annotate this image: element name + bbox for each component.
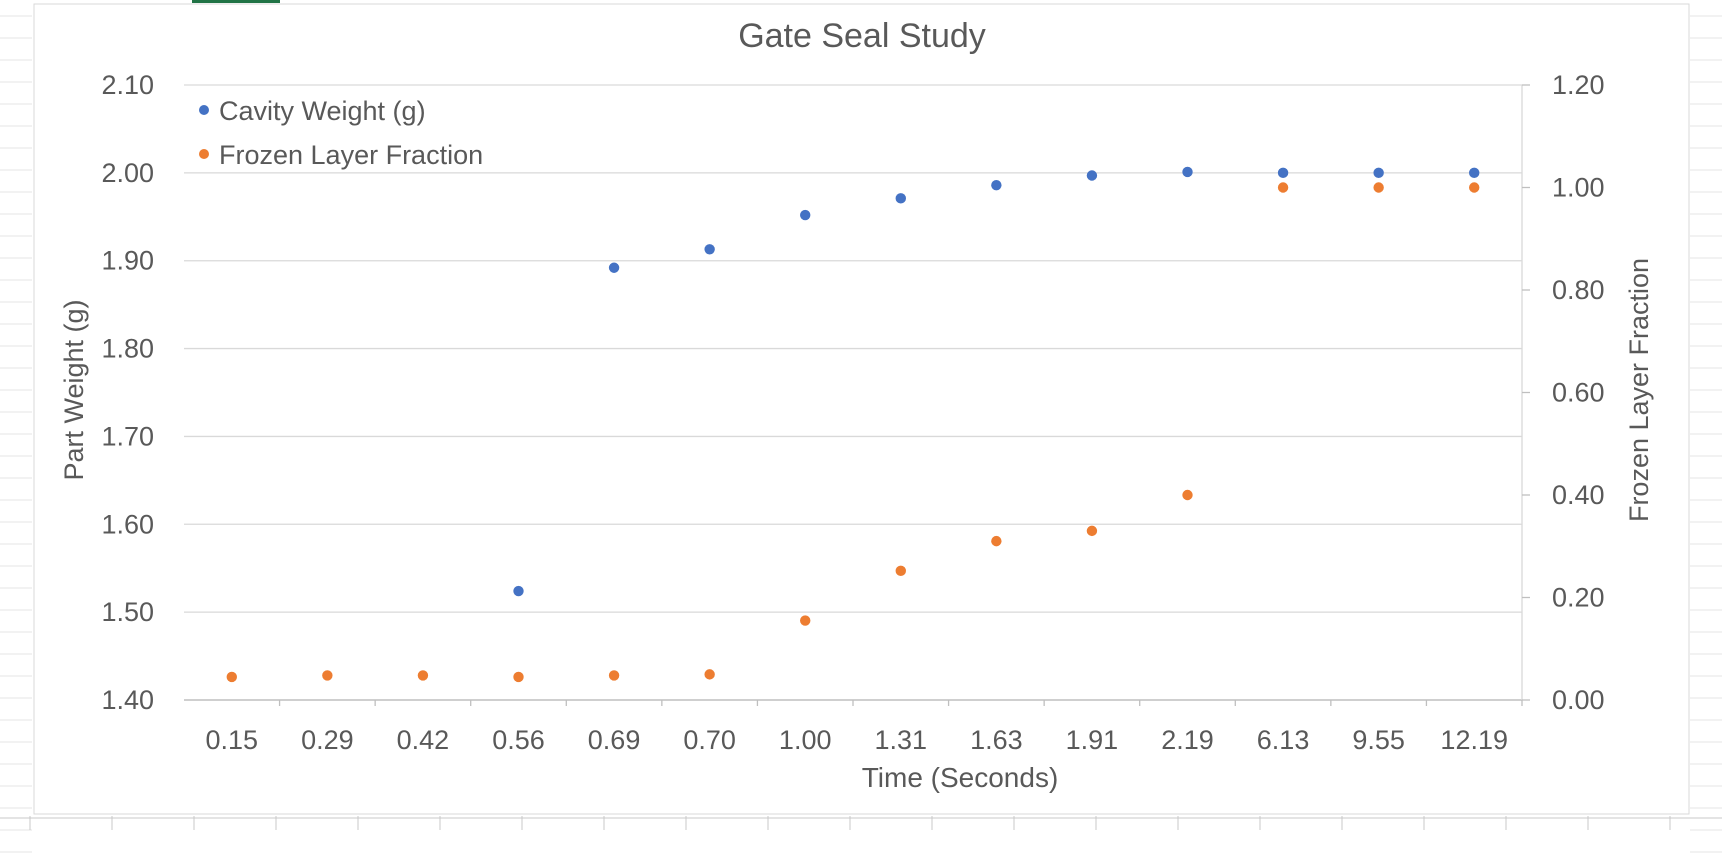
y2-axis-ticks: 0.00 0.20 0.40 0.60 0.80 1.00 1.20 [1522, 70, 1605, 715]
cavity-weight-point [895, 193, 906, 204]
frozen-layer-point [704, 669, 715, 680]
x-tick-label: 0.70 [683, 725, 736, 755]
y2-tick-label: 0.40 [1552, 480, 1605, 510]
cavity-weight-point [1086, 170, 1098, 181]
x-tick-label: 0.15 [206, 725, 259, 755]
frozen-layer-point [226, 671, 237, 683]
legend-marker [199, 105, 209, 115]
frozen-layer-point [1182, 489, 1193, 501]
legend: Cavity Weight (g) Frozen Layer Fraction [199, 96, 483, 170]
spreadsheet-grid [0, 15, 1722, 853]
x-tick-label: 0.42 [397, 725, 450, 755]
x-tick-label: 1.91 [1066, 725, 1119, 755]
selected-cell-marker [192, 0, 280, 3]
y-tick-label: 1.90 [101, 246, 154, 276]
y2-tick-label: 1.20 [1552, 70, 1605, 100]
y2-tick-label: 0.20 [1552, 583, 1605, 613]
y-tick-label: 1.70 [101, 421, 154, 451]
cavity-weight-series [513, 166, 1480, 597]
x-tick-label: 9.55 [1352, 725, 1405, 755]
frozen-layer-point [322, 670, 333, 681]
y-axis-ticks: 1.40 1.50 1.60 1.70 1.80 1.90 2.00 2.10 [101, 70, 154, 715]
legend-label: Cavity Weight (g) [219, 96, 426, 126]
frozen-layer-point [417, 670, 429, 681]
y-tick-label: 1.40 [101, 685, 154, 715]
y-tick-label: 2.10 [101, 70, 154, 100]
x-tick-label: 1.00 [779, 725, 832, 755]
frozen-layer-point [1086, 525, 1098, 537]
gridlines [184, 84, 1522, 613]
y-axis-label: Part Weight (g) [59, 299, 89, 480]
cavity-weight-point [704, 244, 715, 255]
cavity-weight-point [608, 262, 620, 273]
frozen-layer-point [1373, 182, 1384, 193]
frozen-layer-point [895, 565, 906, 577]
frozen-layer-series [226, 182, 1480, 683]
x-tick-label: 12.19 [1440, 725, 1508, 755]
cavity-weight-point [1469, 167, 1480, 179]
cavity-weight-point [800, 209, 811, 221]
frozen-layer-point [991, 535, 1002, 547]
data-points [226, 166, 1480, 683]
legend-marker [199, 149, 209, 159]
y2-tick-label: 0.00 [1552, 685, 1605, 715]
x-tick-label: 0.69 [588, 725, 641, 755]
frozen-layer-point [608, 670, 620, 681]
y2-tick-label: 1.00 [1552, 173, 1605, 203]
x-axis-ticks: 0.15 0.29 0.42 0.56 0.69 0.70 1.00 1.31 1.63 1.91… [206, 700, 1523, 755]
y-tick-label: 1.50 [101, 597, 154, 627]
frozen-layer-point [800, 615, 811, 626]
legend-label: Frozen Layer Fraction [219, 140, 483, 170]
chart-frame [33, 3, 1690, 815]
y-tick-label: 1.80 [101, 334, 154, 364]
y2-tick-label: 0.60 [1552, 378, 1605, 408]
cavity-weight-point [513, 585, 524, 597]
x-axis-label: Time (Seconds) [862, 762, 1059, 793]
y-tick-label: 1.60 [101, 509, 154, 539]
y2-tick-label: 0.80 [1552, 275, 1605, 305]
cavity-weight-point [991, 179, 1002, 191]
frozen-layer-point [1469, 182, 1480, 193]
cavity-weight-point [1182, 166, 1193, 178]
x-tick-label: 2.19 [1161, 725, 1214, 755]
y2-axis-label: Frozen Layer Fraction [1624, 258, 1654, 522]
x-tick-label: 1.31 [875, 725, 928, 755]
x-tick-label: 1.63 [970, 725, 1023, 755]
y-tick-label: 2.00 [101, 158, 154, 188]
frozen-layer-point [1277, 182, 1289, 193]
x-tick-label: 0.56 [492, 725, 545, 755]
cavity-weight-point [1277, 167, 1289, 179]
x-tick-label: 6.13 [1257, 725, 1310, 755]
chart-title: Gate Seal Study [738, 17, 986, 55]
cavity-weight-point [1373, 167, 1384, 179]
frozen-layer-point [513, 671, 524, 683]
x-tick-label: 0.29 [301, 725, 354, 755]
